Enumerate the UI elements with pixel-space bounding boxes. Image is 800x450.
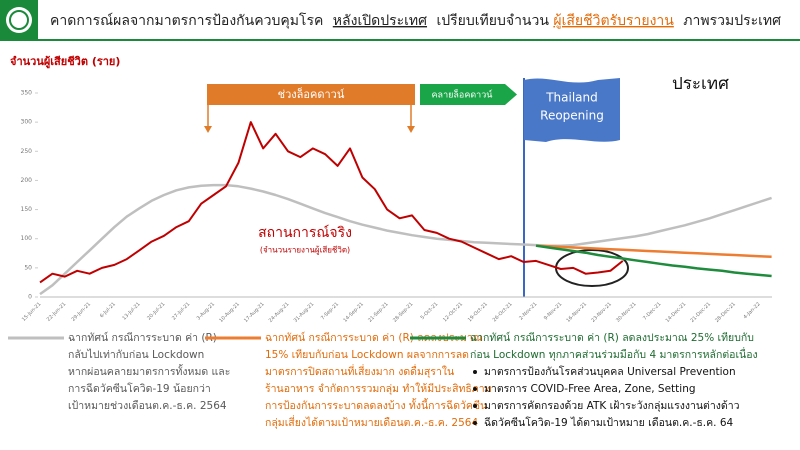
series-line xyxy=(535,244,772,278)
actual-note: (จำนวนรายงานผู้เสียชีวิต) xyxy=(260,246,350,256)
scenario-text: มาตรการปิดสถานที่เสี่ยงมาก งดดื่มสุราใน xyxy=(265,364,454,378)
series-line xyxy=(39,183,772,296)
easing-label: คลายล็อคดาวน์ xyxy=(432,88,493,101)
scenario-text: ร้านอาหาร จำกัดการรวมกลุ่ม ทำให้มีประสิท… xyxy=(265,382,492,395)
scenario-text: 15% เทียบกับก่อน Lockdown ผลจากการลด xyxy=(265,348,469,361)
title: คาดการณ์ผลจากมาตรการป้องกันควบคุมโรค หลั… xyxy=(50,12,781,29)
bullet-text: ฉีดวัคซีนโควิด-19 ได้ตามเป้าหมาย เดือนต.… xyxy=(484,416,733,429)
title-part: เปรียบเทียบจำนวน xyxy=(436,13,549,29)
scenario-text: หากผ่อนคลายมาตรการทั้งหมด และ xyxy=(68,364,230,378)
region-label: ประเทศ xyxy=(672,74,729,94)
scenario-text: กลุ่มเสี่ยงได้ตามเป้าหมายเดือนต.ค.-ธ.ค. … xyxy=(265,415,478,429)
y-tick-label: 100 xyxy=(21,235,33,242)
reopening-label: Reopening xyxy=(540,109,604,123)
arrow-head xyxy=(407,126,415,133)
reopening-label: Thailand xyxy=(545,91,598,105)
scenario-text: กลับไปเท่ากับก่อน Lockdown xyxy=(68,348,204,361)
lockdown-box xyxy=(207,84,415,105)
title-part: หลังเปิดประเทศ xyxy=(333,13,427,29)
scenario-text: การป้องกันการระบาดลดลงบ้าง ทั้งนี้การฉีด… xyxy=(265,398,487,412)
y-tick-label: 50 xyxy=(24,264,32,271)
legend-label: ฉากทัศน์ กรณีการระบาด ค่า (R) ลดลงประมาณ xyxy=(265,331,483,344)
title-part: ภาพรวมประเทศ xyxy=(683,13,781,29)
lockdown-label: ช่วงล็อคดาวน์ xyxy=(278,87,345,101)
bullet xyxy=(473,421,477,425)
y-tick-label: 300 xyxy=(21,119,33,126)
y-tick-label: 150 xyxy=(21,206,33,213)
bullet-text: มาตรการคัดกรองด้วย ATK เฝ้าระวังกลุ่มแรง… xyxy=(484,400,740,412)
series-line xyxy=(535,244,772,259)
y-tick-label: 200 xyxy=(21,177,33,184)
easing-arrow xyxy=(420,84,517,105)
y-axis-label: จำนวนผู้เสียชีวิต (ราย) xyxy=(10,55,120,69)
scenario-text: เป้าหมายช่วงเดือนต.ค.-ธ.ค. 2564 xyxy=(68,399,227,412)
scenario-text: ก่อน Lockdown ทุกภาคส่วนร่วมมือกับ 4 มาต… xyxy=(470,347,758,361)
legend-label: ฉากทัศน์ กรณีการระบาด ค่า (R) ลดลงประมาณ… xyxy=(470,331,754,344)
y-tick-label: 250 xyxy=(21,148,33,155)
bullet-text: มาตรการ COVID-Free Area, Zone, Setting xyxy=(484,383,696,395)
actual-label: สถานการณ์จริง xyxy=(258,224,352,241)
arrow-head xyxy=(204,126,212,133)
reopening-flag xyxy=(524,78,620,142)
y-tick-label: 0 xyxy=(28,294,32,301)
y-tick-label: 350 xyxy=(21,90,33,97)
logo-ring xyxy=(9,10,29,30)
title-part: คาดการณ์ผลจากมาตรการป้องกันควบคุมโรค xyxy=(50,12,323,29)
title-part: ผู้เสียชีวิตรับรายงาน xyxy=(553,13,674,29)
legend-label: ฉากทัศน์ กรณีการระบาด ค่า (R) xyxy=(68,331,217,344)
bullet xyxy=(473,404,477,408)
bullet xyxy=(473,387,477,391)
scenario-text: การฉีดวัคซีนโควิด-19 น้อยกว่า xyxy=(68,382,211,395)
bullet-text: มาตรการป้องกันโรคส่วนบุคคล Universal Pre… xyxy=(484,365,736,378)
bullet xyxy=(473,370,477,374)
series-line xyxy=(39,121,624,284)
